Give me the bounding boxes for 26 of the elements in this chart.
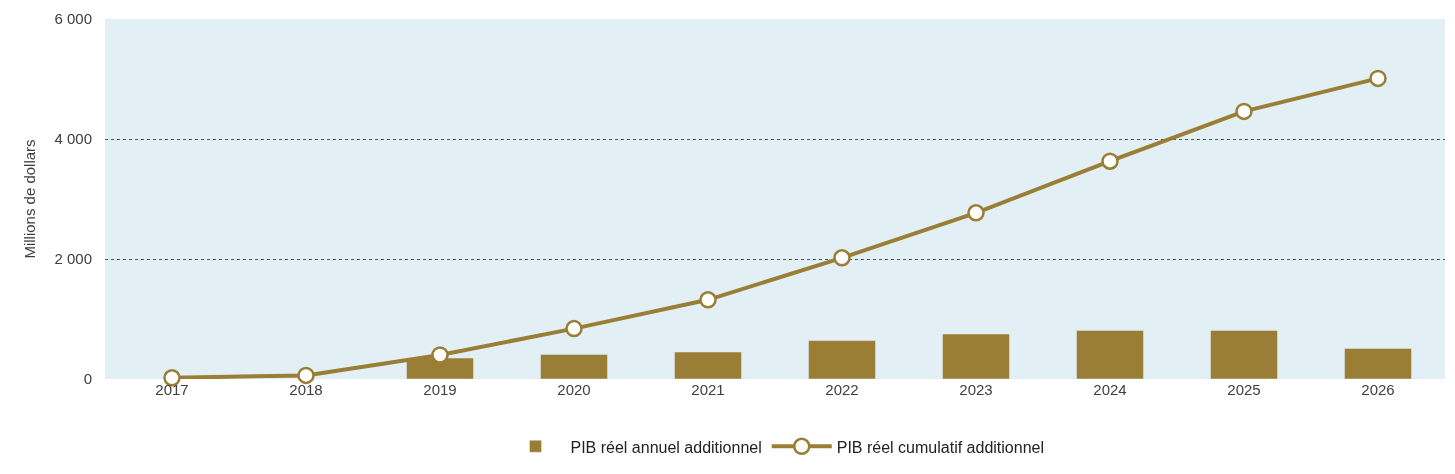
x-tick-label: 2021 bbox=[691, 381, 725, 398]
x-tick-label: 2019 bbox=[423, 381, 457, 398]
point bbox=[699, 291, 717, 309]
y-axis-title: Millions de dollars bbox=[20, 139, 38, 259]
point bbox=[431, 346, 449, 364]
x-tick-label: 2025 bbox=[1227, 381, 1261, 398]
x-tick-label: 2018 bbox=[289, 381, 323, 398]
x-tick-label: 2023 bbox=[959, 381, 993, 398]
point bbox=[1101, 152, 1119, 170]
point bbox=[833, 249, 851, 267]
x-tick-label: 2024 bbox=[1093, 381, 1127, 398]
point bbox=[1235, 102, 1253, 121]
x-tick-label: 2026 bbox=[1361, 381, 1395, 398]
x-tick-label: 2022 bbox=[825, 381, 859, 398]
x-tick-label: 2017 bbox=[155, 381, 189, 398]
x-tick-label: 2020 bbox=[557, 381, 591, 398]
y-tick-label: 4 000 bbox=[54, 130, 92, 148]
y-tick-label: 6 000 bbox=[54, 10, 92, 28]
point bbox=[967, 204, 985, 222]
point bbox=[565, 319, 583, 338]
point bbox=[297, 366, 315, 385]
point bbox=[1369, 69, 1387, 88]
legend-label: PIB réel cumulatif additionnel bbox=[836, 438, 1044, 456]
y-tick-label: 0 bbox=[83, 370, 92, 388]
y-tick-label: 2 000 bbox=[54, 250, 92, 268]
legend-label: PIB réel annuel additionnel bbox=[570, 438, 762, 456]
